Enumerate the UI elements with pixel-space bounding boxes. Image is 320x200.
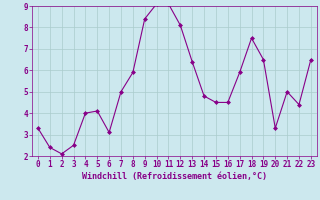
X-axis label: Windchill (Refroidissement éolien,°C): Windchill (Refroidissement éolien,°C)	[82, 172, 267, 181]
